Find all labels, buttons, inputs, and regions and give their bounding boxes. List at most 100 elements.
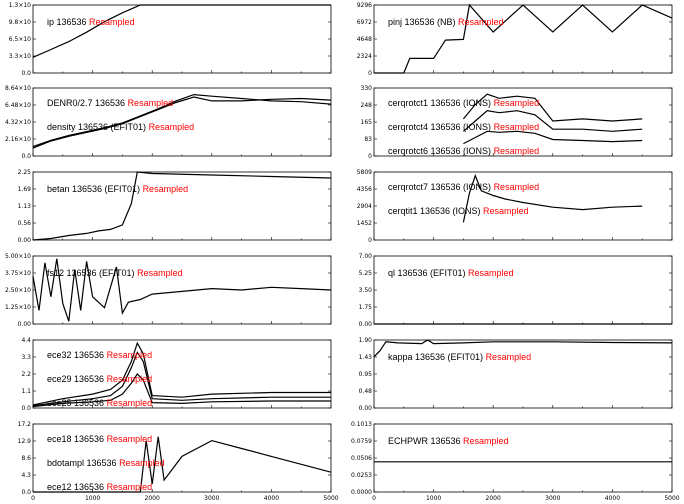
- ytick-label: 2.50×10: [5, 287, 31, 294]
- series-label-resampled: Resampled: [463, 436, 509, 446]
- xtick-label: 3000: [545, 495, 560, 502]
- ytick-label: 2324: [357, 53, 372, 60]
- series-label-name: ECHPWR 136536: [388, 436, 463, 446]
- series-line-0: [462, 173, 643, 223]
- series-label-name: fs12 136536 (EFIT01): [47, 268, 137, 278]
- series-label-resampled: Resampled: [483, 206, 529, 216]
- ytick-label: 1.25×10: [5, 304, 31, 311]
- ytick-label: 0.48: [359, 388, 373, 395]
- ytick-label: 3.3×10: [9, 53, 31, 60]
- ytick-label: 4356: [357, 186, 372, 193]
- series-label-resampled: Resampled: [119, 458, 165, 468]
- ytick-label: 0.00: [18, 237, 32, 244]
- series-label-resampled: Resampled: [107, 350, 153, 360]
- ytick-label: 0.0: [21, 70, 31, 77]
- ytick-label: 9296: [357, 2, 372, 9]
- axes-frame: [32, 4, 332, 74]
- axes-frame: [373, 4, 673, 74]
- series-label-resampled: Resampled: [143, 184, 189, 194]
- series-label-name: pinj 136536 (NB): [388, 17, 458, 27]
- series-label: DENR0/2.7 136536 Resampled: [47, 98, 173, 108]
- ytick-label: 4.4: [21, 337, 31, 344]
- series-label-name: ece12 136536: [47, 482, 107, 492]
- series-line-2: [32, 373, 331, 408]
- series-label-name: cerqrotct4 136536 (IONS): [388, 122, 494, 132]
- ytick-label: 2904: [357, 203, 372, 210]
- ytick-label: 5809: [357, 169, 372, 176]
- series-line-1: [32, 96, 332, 149]
- subplot-0: 0.0 3.3×10 6.5×10 9.8×10 1.3×10 ip 136536 Res…: [9, 2, 332, 77]
- ytick-label: 3.50: [359, 287, 373, 294]
- series-label: ece25 136536 Resampled: [47, 398, 152, 408]
- series-label: pinj 136536 (NB) Resampled: [388, 17, 504, 27]
- series-label-resampled: Resampled: [458, 17, 504, 27]
- series-label: density 136536 (EFIT01) Resampled: [47, 122, 194, 132]
- ytick-label: 4.32×10: [5, 119, 31, 126]
- ytick-label: 6.48×10: [5, 102, 31, 109]
- series-label: fs12 136536 (EFIT01) Resampled: [47, 268, 183, 278]
- xtick-label: 5000: [323, 495, 338, 502]
- subplot-7: 0 83 165 248 330 cerqrotct1 136536 (IONS) Res…: [361, 85, 673, 160]
- ytick-label: 0.0: [21, 153, 31, 160]
- series-label-name: bdotampl 136536: [47, 458, 119, 468]
- series-label-resampled: Resampled: [494, 98, 540, 108]
- ytick-label: 0.56: [18, 220, 32, 227]
- axes-frame: [373, 423, 673, 493]
- ytick-label: 1.69: [18, 186, 32, 193]
- series-label: ece12 136536 Resampled: [47, 482, 152, 492]
- series-line-0: [32, 171, 332, 241]
- ytick-label: 0.0253: [351, 472, 372, 479]
- xtick-label: 3000: [204, 495, 219, 502]
- ytick-label: 2.2: [21, 371, 31, 378]
- series-label-resampled: Resampled: [486, 352, 532, 362]
- series-label: cerqtit1 136536 (IONS) Resampled: [388, 206, 529, 216]
- series-label-name: cerqrotct1 136536 (IONS): [388, 98, 494, 108]
- series-label-name: cerqrotct7 136536 (IONS): [388, 182, 494, 192]
- subplot-9: 0.00 1.75 3.50 5.25 7.00 ql 136536 (EFIT01) R…: [359, 253, 673, 328]
- subplot-5: 0.0 4.3 8.6 12.9 17.2 0 1000 2000 3000 4000 5000 ec…: [18, 421, 339, 502]
- series-label-name: DENR0/2.7 136536: [47, 98, 128, 108]
- ytick-label: 1.3×10: [9, 2, 31, 9]
- xtick-label: 2000: [145, 495, 160, 502]
- ytick-label: 1.90: [359, 337, 373, 344]
- ytick-label: 7.00: [359, 253, 373, 260]
- series-line-0: [32, 341, 331, 406]
- ytick-label: 83: [364, 136, 372, 143]
- xtick-label: 4000: [605, 495, 620, 502]
- series-label-resampled: Resampled: [107, 398, 153, 408]
- series-label: bdotampl 136536 Resampled: [47, 458, 165, 468]
- series-label-name: ece25 136536: [47, 398, 107, 408]
- series-line-0: [374, 3, 673, 74]
- ytick-label: 0.0506: [351, 455, 372, 462]
- subplot-2: 0.00 0.56 1.13 1.69 2.25 betan 136536 (EFIT01…: [18, 169, 332, 244]
- xtick-label: 0: [372, 495, 376, 502]
- ytick-label: 0: [368, 153, 372, 160]
- series-label: ece32 136536 Resampled: [47, 350, 152, 360]
- xtick-label: 4000: [264, 495, 279, 502]
- axes-frame: [32, 171, 332, 241]
- ytick-label: 1.13: [18, 203, 32, 210]
- series-label-resampled: Resampled: [494, 122, 540, 132]
- series-label: ece29 136536 Resampled: [47, 374, 152, 384]
- series-label: ECHPWR 136536 Resampled: [388, 436, 509, 446]
- series-label-resampled: Resampled: [468, 268, 514, 278]
- ytick-label: 8.64×10: [5, 85, 31, 92]
- ytick-label: 330: [361, 85, 373, 92]
- subplot-8: 0 1452 2904 4356 5809 cerqrotct7 136536 (IONS…: [357, 169, 673, 244]
- series-label-name: ql 136536 (EFIT01): [388, 268, 468, 278]
- series-label-name: cerqtit1 136536 (IONS): [388, 206, 483, 216]
- series-label-resampled: Resampled: [149, 122, 195, 132]
- ytick-label: 0.0: [21, 405, 31, 412]
- xtick-label: 2000: [486, 495, 501, 502]
- subplot-1: 0.0 2.16×10 4.32×10 6.48×10 8.64×10 DENR0/2.7…: [5, 85, 332, 160]
- series-label-name: cerqrotct6 136536 (IONS): [388, 146, 494, 156]
- series-label-resampled: Resampled: [137, 268, 183, 278]
- series-label-name: ece29 136536: [47, 374, 107, 384]
- series-label-resampled: Resampled: [128, 98, 174, 108]
- ytick-label: 1452: [357, 220, 372, 227]
- series-label-name: kappa 136536 (EFIT01): [388, 352, 486, 362]
- ytick-label: 8.6: [21, 455, 31, 462]
- ytick-label: 248: [361, 102, 373, 109]
